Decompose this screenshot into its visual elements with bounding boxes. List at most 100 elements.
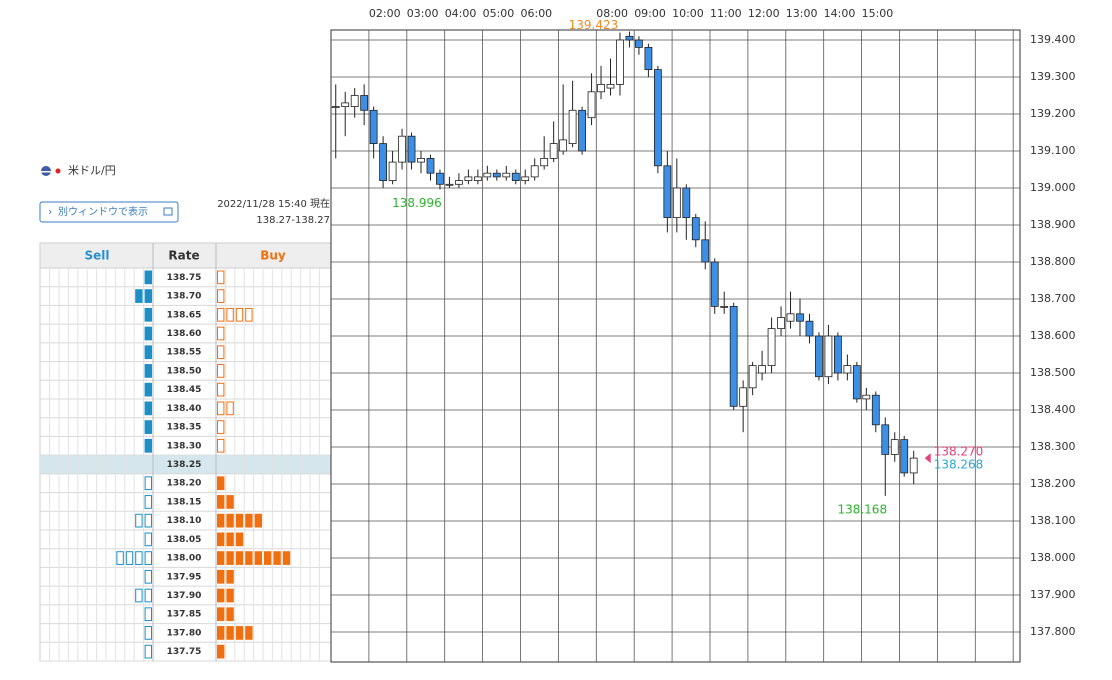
- buy-bar: [217, 438, 225, 453]
- sell-cell: [116, 551, 124, 565]
- buy-cell: [235, 551, 244, 565]
- buy-cell: [217, 438, 225, 453]
- candle-body: [786, 313, 795, 322]
- y-tick-label: 138.800: [1030, 255, 1076, 268]
- buy-cell: [282, 551, 291, 565]
- x-tick-label: 04:00: [445, 7, 477, 20]
- buy-cell: [226, 495, 234, 509]
- candle-body: [672, 187, 681, 219]
- button-label[interactable]: 別ウィンドウで表示: [58, 205, 148, 218]
- candle-body: [871, 394, 880, 426]
- candle-body: [568, 109, 577, 144]
- buy-cell: [217, 644, 225, 659]
- buy-cell: [226, 307, 234, 322]
- sell-bar: [144, 345, 153, 360]
- rate-range: 138.27-138.27: [256, 215, 330, 226]
- sell-header: Sell: [84, 249, 109, 263]
- candle-body: [417, 157, 425, 163]
- y-tick-label: 138.700: [1030, 292, 1076, 305]
- price-label: 138.270: [934, 445, 984, 459]
- rate-cell: 138.70: [167, 292, 202, 302]
- x-tick-label: 15:00: [862, 7, 894, 20]
- sell-cell: [144, 476, 153, 491]
- timestamp: 2022/11/28 15:40 現在: [217, 198, 330, 210]
- candle-body: [369, 109, 378, 144]
- buy-cell: [217, 495, 225, 509]
- candle-body: [388, 161, 397, 181]
- sell-cell: [144, 364, 153, 378]
- sell-cell: [135, 513, 143, 528]
- x-tick-label: 05:00: [483, 7, 515, 20]
- candle-body: [635, 39, 643, 48]
- table-frame: [39, 242, 332, 662]
- candle-body: [398, 135, 406, 163]
- candle-body: [606, 83, 615, 89]
- y-tick-label: 139.000: [1030, 181, 1076, 194]
- price-label: 138.268: [934, 457, 984, 471]
- buy-cell: [217, 364, 225, 378]
- candle-body: [663, 165, 672, 219]
- buy-bar: [217, 495, 234, 509]
- buy-bar: [217, 569, 234, 584]
- current-row: [40, 455, 331, 474]
- table-header: [39, 242, 332, 269]
- window-button[interactable]: [39, 201, 179, 223]
- buy-cell: [226, 551, 234, 565]
- rate-cell: 137.85: [167, 610, 202, 620]
- buy-cell: [217, 401, 225, 416]
- candle-body: [625, 35, 634, 41]
- candle-body: [350, 95, 359, 107]
- x-tick-label: 09:00: [634, 7, 666, 20]
- buy-cell: [217, 607, 225, 622]
- sell-cell: [144, 626, 153, 640]
- sell-bar: [144, 532, 153, 547]
- sell-bar: [144, 569, 153, 584]
- candle-body: [578, 109, 586, 152]
- y-tick-label: 138.200: [1030, 477, 1076, 490]
- y-tick-label: 138.300: [1030, 440, 1076, 453]
- candle-body: [682, 187, 691, 219]
- candle-body: [473, 176, 482, 181]
- x-tick-label: 10:00: [672, 7, 704, 20]
- buy-bar: [217, 476, 225, 491]
- chart: 139.400 139.300 139.200 139.100 139.000 138.9…: [330, 0, 1112, 680]
- buy-bar: [217, 382, 225, 397]
- buy-cell: [226, 588, 234, 603]
- low-label: 138.996: [392, 196, 442, 210]
- candle-body: [758, 365, 766, 374]
- buy-cell: [226, 569, 234, 584]
- buy-cell: [235, 532, 244, 547]
- candle-body: [881, 424, 890, 455]
- buy-cell: [217, 588, 225, 603]
- rate-cell: 138.50: [167, 366, 202, 376]
- y-tick-label: 138.100: [1030, 514, 1076, 527]
- candle-body: [729, 306, 738, 407]
- buy-cell: [217, 289, 225, 303]
- candle-body: [900, 439, 909, 474]
- y-tick-label: 138.600: [1030, 329, 1076, 342]
- sell-bar: [144, 476, 153, 491]
- candle-body: [805, 320, 814, 337]
- buy-cell: [226, 401, 234, 416]
- candle-body: [691, 217, 700, 241]
- candle-body: [824, 335, 833, 378]
- y-tick-label: 138.500: [1030, 366, 1076, 379]
- x-tick-label: 13:00: [786, 7, 818, 20]
- buy-cell: [217, 307, 225, 322]
- sell-bar: [144, 326, 153, 341]
- sell-cell: [144, 513, 153, 528]
- sell-bar: [144, 270, 153, 285]
- rate-cell: 137.75: [167, 647, 202, 657]
- high-label: 139.423: [569, 18, 619, 32]
- candle-body: [587, 91, 596, 119]
- x-tick-label: 03:00: [407, 7, 439, 20]
- buy-bar: [217, 588, 234, 603]
- candle-body: [720, 306, 729, 308]
- x-tick-label: 06:00: [520, 7, 552, 20]
- sell-cell: [144, 569, 153, 584]
- rate-cell: 138.60: [167, 329, 202, 339]
- pair-name: 米ドル/円: [68, 164, 116, 177]
- candle-body: [644, 46, 653, 70]
- candle-body: [559, 139, 568, 152]
